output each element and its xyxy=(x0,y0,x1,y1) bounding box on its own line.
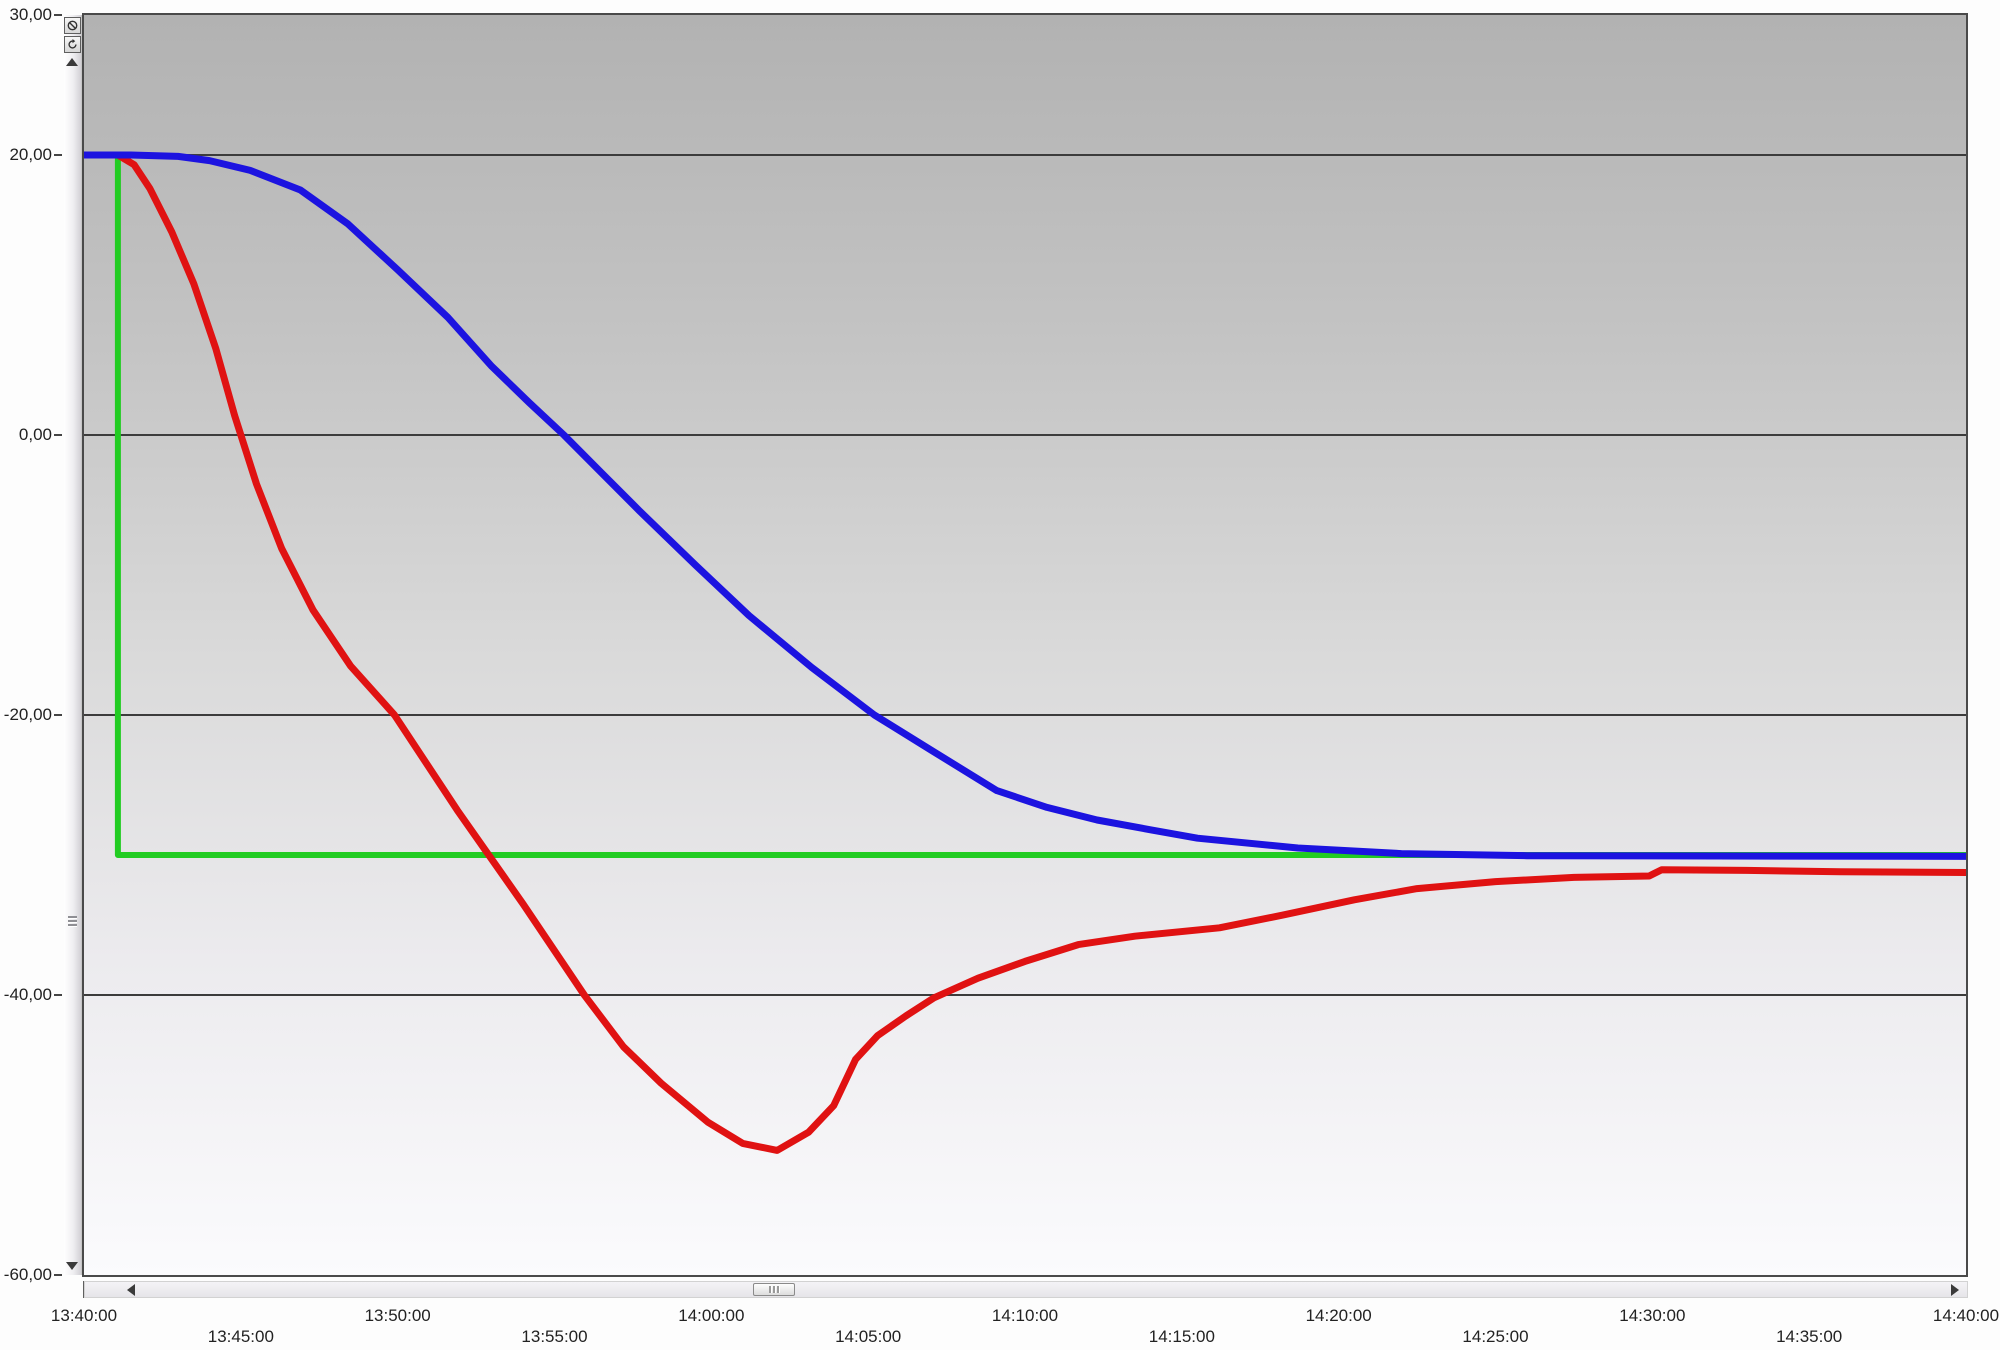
zoom-disable-button[interactable] xyxy=(64,17,81,34)
reset-view-button[interactable] xyxy=(64,36,81,53)
y-axis-tick xyxy=(54,714,62,716)
scroll-up-arrow[interactable] xyxy=(66,58,78,66)
chart-plot-area[interactable] xyxy=(82,13,1968,1277)
y-axis-label: 30,00 xyxy=(9,5,52,24)
scroll-down-arrow[interactable] xyxy=(66,1262,78,1270)
y-axis-label: 0,00 xyxy=(18,425,52,444)
x-axis-label: 14:40:00 xyxy=(1932,1306,2000,1325)
red-fast-response-curve xyxy=(84,151,1966,1154)
y-axis-tick xyxy=(54,994,62,996)
x-axis-label: 14:15:00 xyxy=(1148,1327,1215,1346)
x-axis-label: 14:10:00 xyxy=(991,1306,1059,1325)
scroll-right-arrow[interactable] xyxy=(1951,1284,1959,1296)
y-axis-label: 20,00 xyxy=(9,145,52,164)
green-setpoint-step xyxy=(84,152,1966,858)
x-axis-label: 14:35:00 xyxy=(1776,1327,1843,1346)
blue-slow-response-curve xyxy=(84,151,1966,860)
y-axis-tick xyxy=(54,14,62,16)
vertical-scrollbar-grip[interactable] xyxy=(68,914,77,928)
x-axis-label: 13:50:00 xyxy=(364,1306,431,1325)
x-axis-label: 13:55:00 xyxy=(521,1327,588,1346)
y-axis-label: -40,00 xyxy=(3,985,52,1004)
x-axis-label: 13:40:00 xyxy=(50,1306,118,1325)
x-axis-label: 14:30:00 xyxy=(1619,1306,1686,1325)
y-axis-tick xyxy=(54,434,62,436)
x-axis-label: 14:20:00 xyxy=(1305,1306,1372,1325)
scroll-left-arrow[interactable] xyxy=(127,1284,135,1296)
circle-slash-icon xyxy=(67,20,78,31)
rotate-reset-icon xyxy=(68,38,77,49)
x-axis-label: 14:00:00 xyxy=(678,1306,745,1325)
y-axis-tick xyxy=(54,1274,62,1276)
vertical-scrollbar[interactable] xyxy=(64,15,82,1275)
x-axis-label: 14:25:00 xyxy=(1462,1327,1529,1346)
y-axis-tick xyxy=(54,154,62,156)
horizontal-scrollbar[interactable] xyxy=(84,1281,1968,1298)
x-axis-label: 13:45:00 xyxy=(207,1327,274,1346)
chart-canvas[interactable] xyxy=(84,15,1966,1275)
y-axis-label: -20,00 xyxy=(3,705,52,724)
x-axis-label: 14:05:00 xyxy=(835,1327,902,1346)
y-axis-label: -60,00 xyxy=(3,1265,52,1284)
horizontal-scrollbar-thumb[interactable] xyxy=(753,1283,795,1296)
